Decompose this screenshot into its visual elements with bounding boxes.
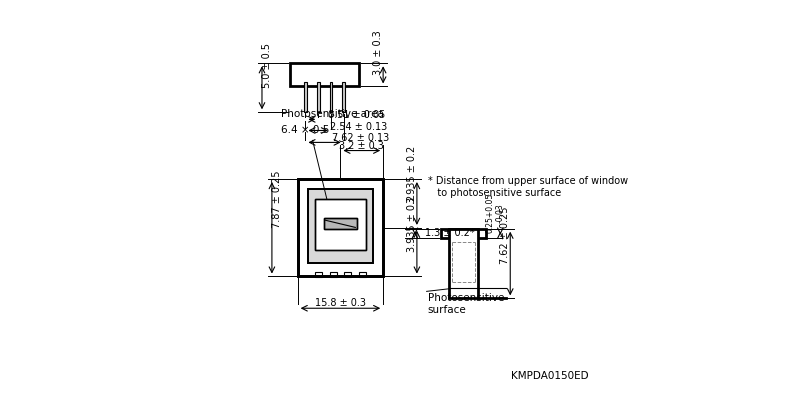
Bar bbox=[314, 199, 366, 250]
Bar bbox=[314, 199, 366, 250]
Text: 5.0 ± 0.5: 5.0 ± 0.5 bbox=[262, 43, 271, 88]
Text: 3.0 ± 0.3: 3.0 ± 0.3 bbox=[373, 30, 383, 75]
Bar bbox=[440, 229, 486, 238]
Bar bbox=[308, 189, 373, 262]
Bar bbox=[344, 272, 351, 277]
Bar bbox=[297, 179, 383, 276]
Bar bbox=[314, 199, 366, 250]
Text: 3.2 ± 0.3: 3.2 ± 0.3 bbox=[339, 141, 384, 151]
Text: 7.62 ± 0.13: 7.62 ± 0.13 bbox=[332, 134, 389, 144]
Text: KMPDA0150ED: KMPDA0150ED bbox=[511, 371, 588, 381]
Text: Photosensitive area: Photosensitive area bbox=[280, 108, 383, 118]
Text: * Distance from upper surface of window
   to photosensitive surface: * Distance from upper surface of window … bbox=[427, 176, 627, 198]
Bar bbox=[329, 272, 336, 277]
Bar bbox=[316, 82, 319, 112]
Text: Photosensitive
surface: Photosensitive surface bbox=[427, 293, 503, 315]
Bar bbox=[358, 272, 365, 277]
Text: 7.62 ± 0.25: 7.62 ± 0.25 bbox=[499, 206, 510, 264]
Text: 6.4 × 0.5: 6.4 × 0.5 bbox=[280, 125, 328, 135]
Bar bbox=[323, 218, 357, 229]
Bar bbox=[289, 63, 359, 86]
Text: 15.8 ± 0.3: 15.8 ± 0.3 bbox=[315, 298, 365, 308]
Text: 3.935 ± 0.2: 3.935 ± 0.2 bbox=[406, 195, 417, 252]
Bar bbox=[323, 218, 357, 229]
Bar bbox=[308, 189, 373, 262]
Text: 0.51 ± 0.05: 0.51 ± 0.05 bbox=[328, 110, 385, 120]
Text: 2.54 ± 0.13: 2.54 ± 0.13 bbox=[330, 122, 387, 132]
Bar bbox=[315, 272, 322, 277]
Text: 0.25+0.05
-0.03: 0.25+0.05 -0.03 bbox=[485, 193, 504, 233]
Bar bbox=[304, 82, 307, 112]
Bar bbox=[297, 179, 383, 276]
Bar bbox=[329, 82, 332, 112]
Text: 7.87 ± 0.25: 7.87 ± 0.25 bbox=[271, 170, 281, 228]
Bar bbox=[323, 218, 357, 229]
Bar bbox=[308, 189, 373, 262]
Bar bbox=[342, 82, 344, 112]
Text: 1.3 ± 0.2*: 1.3 ± 0.2* bbox=[424, 228, 474, 238]
Text: 3.935 ± 0.2: 3.935 ± 0.2 bbox=[406, 146, 417, 204]
Bar bbox=[449, 229, 477, 298]
